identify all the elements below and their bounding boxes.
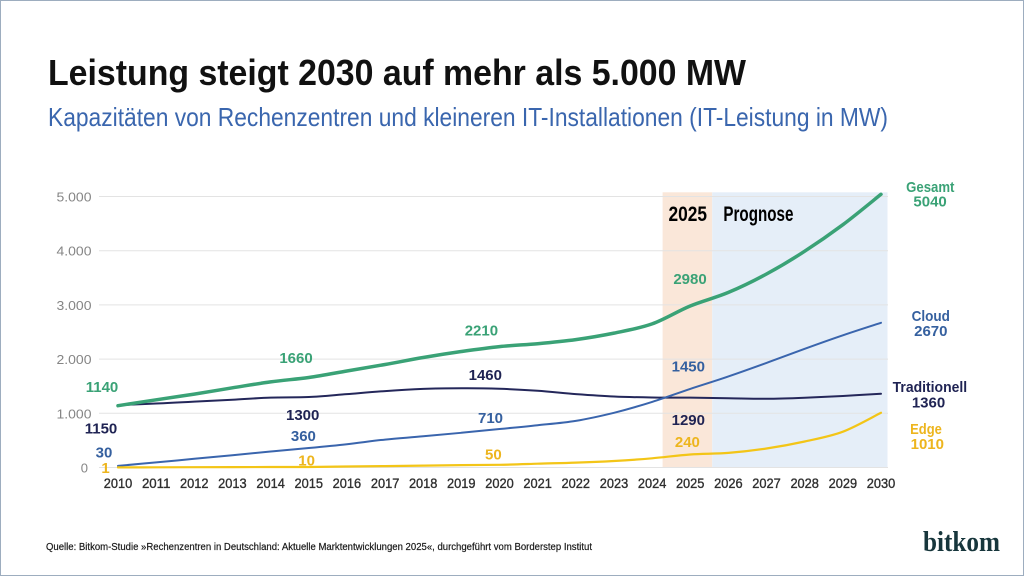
- svg-text:2028: 2028: [790, 475, 819, 491]
- svg-text:30: 30: [96, 445, 113, 462]
- svg-text:2670: 2670: [914, 323, 947, 340]
- svg-text:Leistung steigt 2030 auf mehr: Leistung steigt 2030 auf mehr als 5.000 …: [48, 52, 746, 93]
- svg-text:2016: 2016: [333, 475, 362, 491]
- svg-text:2010: 2010: [104, 475, 133, 491]
- svg-text:1360: 1360: [912, 395, 945, 412]
- svg-text:2017: 2017: [371, 475, 400, 491]
- svg-text:0: 0: [81, 461, 88, 476]
- svg-text:Prognose: Prognose: [723, 203, 793, 226]
- svg-text:1140: 1140: [86, 379, 119, 396]
- svg-text:1: 1: [101, 460, 109, 477]
- svg-text:Traditionell: Traditionell: [893, 379, 968, 396]
- svg-text:4.000: 4.000: [57, 244, 92, 259]
- svg-text:2019: 2019: [447, 475, 476, 491]
- svg-text:1.000: 1.000: [57, 406, 92, 421]
- svg-text:10: 10: [298, 453, 315, 470]
- svg-text:710: 710: [478, 410, 503, 427]
- svg-text:1460: 1460: [469, 367, 502, 384]
- svg-text:2025: 2025: [676, 475, 705, 491]
- svg-text:2012: 2012: [180, 475, 209, 491]
- svg-text:Gesamt: Gesamt: [906, 179, 954, 196]
- svg-text:2980: 2980: [673, 271, 706, 288]
- svg-text:2021: 2021: [523, 475, 552, 491]
- svg-text:1010: 1010: [911, 436, 944, 453]
- svg-text:bitkom: bitkom: [923, 527, 1000, 558]
- svg-text:360: 360: [291, 428, 316, 445]
- svg-text:3.000: 3.000: [57, 298, 92, 313]
- svg-text:2023: 2023: [600, 475, 629, 491]
- svg-text:2030: 2030: [867, 475, 896, 491]
- svg-text:1300: 1300: [286, 407, 319, 424]
- svg-text:2025: 2025: [669, 203, 708, 226]
- svg-text:Cloud: Cloud: [912, 308, 950, 325]
- svg-text:2014: 2014: [256, 475, 285, 491]
- svg-text:Edge: Edge: [910, 421, 942, 438]
- svg-text:1290: 1290: [672, 412, 705, 429]
- svg-text:2029: 2029: [829, 475, 858, 491]
- svg-text:50: 50: [485, 447, 502, 464]
- svg-text:5040: 5040: [913, 193, 946, 210]
- svg-text:2210: 2210: [465, 322, 498, 339]
- svg-text:2027: 2027: [752, 475, 781, 491]
- svg-text:5.000: 5.000: [57, 190, 92, 205]
- svg-text:1150: 1150: [85, 421, 118, 438]
- svg-text:2011: 2011: [142, 475, 171, 491]
- svg-text:2018: 2018: [409, 475, 438, 491]
- svg-text:2026: 2026: [714, 475, 743, 491]
- svg-text:240: 240: [675, 434, 700, 451]
- svg-text:Kapazitäten von Rechenzentren: Kapazitäten von Rechenzentren und kleine…: [48, 102, 888, 132]
- svg-text:2020: 2020: [485, 475, 514, 491]
- svg-text:2.000: 2.000: [57, 352, 92, 367]
- svg-text:1660: 1660: [279, 350, 312, 367]
- svg-text:2013: 2013: [218, 475, 247, 491]
- svg-text:2015: 2015: [295, 475, 324, 491]
- svg-text:2024: 2024: [638, 475, 667, 491]
- svg-text:Quelle: Bitkom-Studie »Rechenz: Quelle: Bitkom-Studie »Rechenzentren in …: [46, 542, 592, 553]
- svg-text:2022: 2022: [562, 475, 591, 491]
- svg-text:1450: 1450: [672, 359, 705, 376]
